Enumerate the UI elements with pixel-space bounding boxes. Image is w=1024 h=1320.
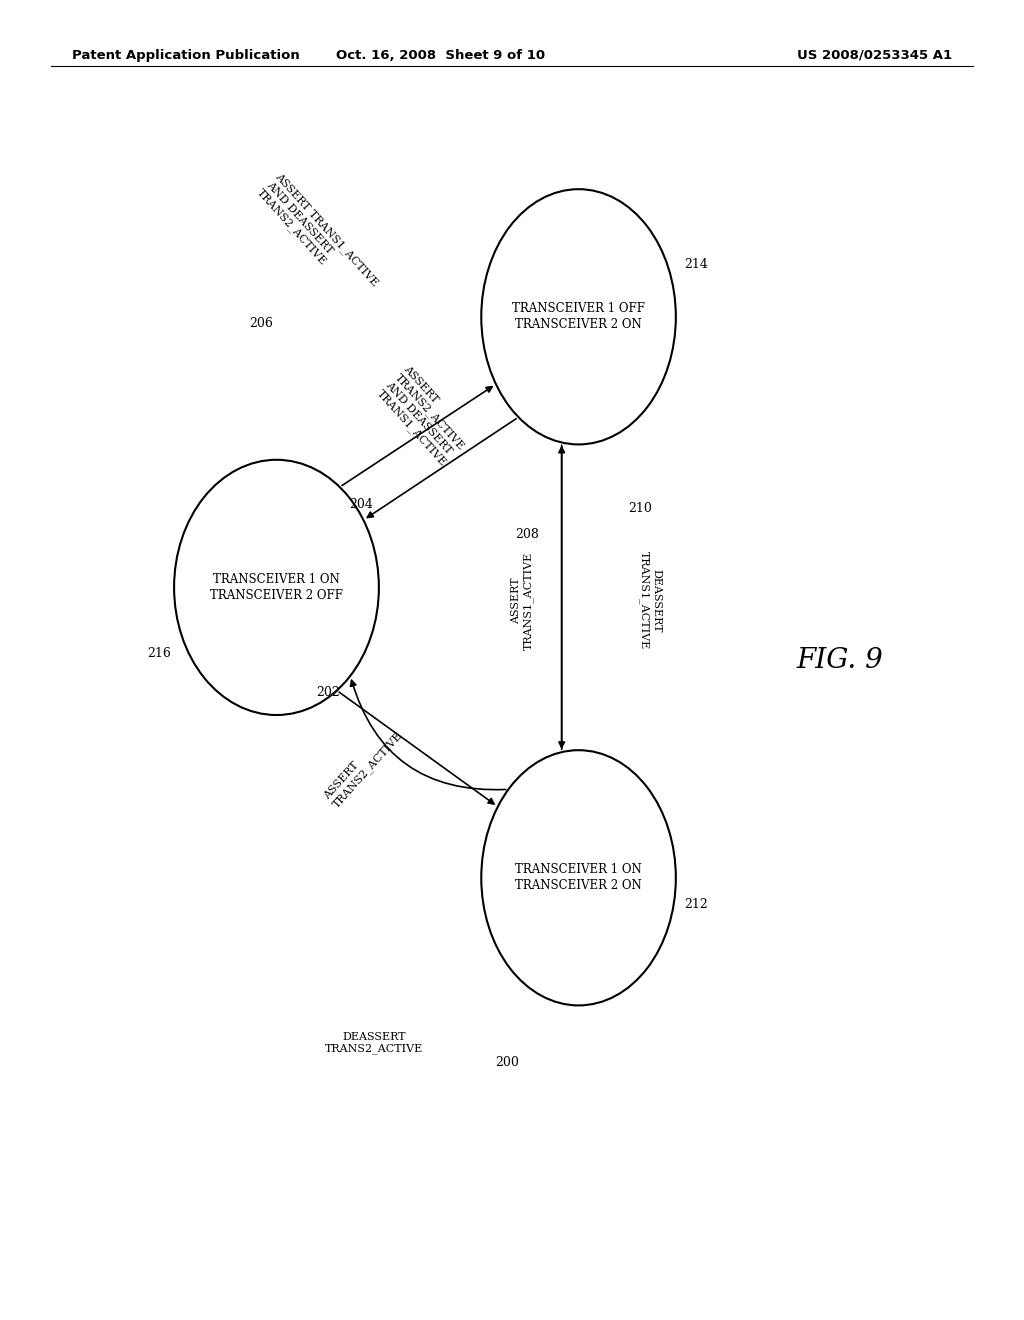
FancyArrowPatch shape	[559, 447, 564, 750]
Text: 214: 214	[684, 257, 709, 271]
Text: TRANSCEIVER 1 ON
TRANSCEIVER 2 ON: TRANSCEIVER 1 ON TRANSCEIVER 2 ON	[515, 863, 642, 892]
Text: 216: 216	[146, 647, 171, 660]
Text: ASSERT TRANS1_ACTIVE
AND DEASSERT
TRANS2_ACTIVE: ASSERT TRANS1_ACTIVE AND DEASSERT TRANS2…	[255, 170, 380, 305]
FancyArrowPatch shape	[339, 692, 494, 804]
Text: 204: 204	[349, 498, 374, 511]
FancyArrowPatch shape	[342, 387, 493, 486]
Text: 202: 202	[315, 686, 340, 700]
Text: ASSERT
TRANS2_ACTIVE: ASSERT TRANS2_ACTIVE	[323, 722, 404, 809]
Text: DEASSERT
TRANS1_ACTIVE: DEASSERT TRANS1_ACTIVE	[639, 552, 662, 649]
Text: Oct. 16, 2008  Sheet 9 of 10: Oct. 16, 2008 Sheet 9 of 10	[336, 49, 545, 62]
FancyArrowPatch shape	[559, 445, 564, 747]
Text: 206: 206	[249, 317, 273, 330]
Text: 210: 210	[628, 502, 652, 515]
Text: 212: 212	[684, 898, 709, 911]
FancyArrowPatch shape	[368, 418, 516, 517]
FancyArrowPatch shape	[350, 680, 506, 789]
Text: 208: 208	[515, 528, 540, 541]
Text: Patent Application Publication: Patent Application Publication	[72, 49, 299, 62]
Text: 200: 200	[495, 1056, 519, 1069]
Text: ASSERT
TRANS2_ACTIVE
AND DEASSERT
TRANS1_ACTIVE: ASSERT TRANS2_ACTIVE AND DEASSERT TRANS1…	[375, 364, 475, 467]
Text: ASSERT
TRANS1_ACTIVE: ASSERT TRANS1_ACTIVE	[511, 552, 534, 649]
Text: TRANSCEIVER 1 OFF
TRANSCEIVER 2 ON: TRANSCEIVER 1 OFF TRANSCEIVER 2 ON	[512, 302, 645, 331]
Text: US 2008/0253345 A1: US 2008/0253345 A1	[798, 49, 952, 62]
Text: TRANSCEIVER 1 ON
TRANSCEIVER 2 OFF: TRANSCEIVER 1 ON TRANSCEIVER 2 OFF	[210, 573, 343, 602]
Text: FIG. 9: FIG. 9	[797, 647, 883, 673]
Text: DEASSERT
TRANS2_ACTIVE: DEASSERT TRANS2_ACTIVE	[325, 1032, 423, 1053]
